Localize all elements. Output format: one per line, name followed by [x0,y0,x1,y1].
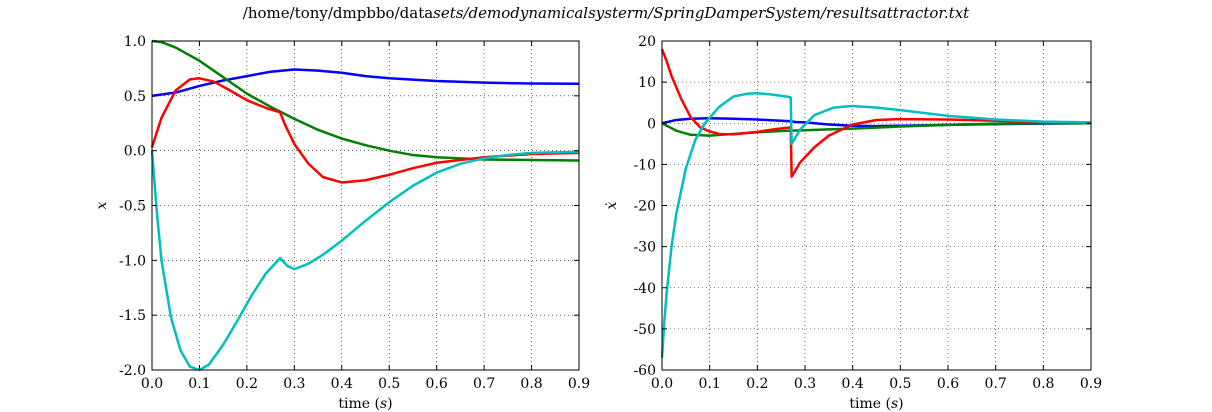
figure-title-main: /home/tony/dmpbbo/data [242,4,434,22]
y-tick-label: -10 [633,157,656,173]
x-tick-label: 0.0 [141,376,163,392]
x-tick-label: 0.4 [842,376,864,392]
y-tick-label: -20 [633,199,656,215]
figure-title-subscript: sets/demodynamicalsysterm/SpringDamperSy… [433,4,970,22]
y-tick-label: 10 [638,75,656,91]
y-tick-label: -30 [633,240,656,256]
y-tick-label: 0 [647,116,656,132]
series-line-1 [151,68,580,98]
x-tick-label: 0.5 [889,376,911,392]
y-tick-label: -40 [633,281,656,297]
y-tick-label: -2.0 [119,363,146,379]
series-line-3 [660,48,1092,178]
y-tick-label: 0.0 [124,144,146,160]
x-tick-label: 0.7 [985,376,1007,392]
x-tick-label: 0.6 [426,376,448,392]
chart-1: 0.0 0.1 0.2 0.3 0.4 0.5 0.6 0.7 0.8 0.91.00.50.0-… [94,34,590,412]
y-tick-label: -1.0 [119,253,146,269]
series-line-2 [151,39,580,162]
y-tick-label: -60 [633,363,656,379]
y-axis-label: x [94,201,110,209]
y-tick-label: -1.5 [119,308,146,324]
y-tick-label: 0.5 [124,89,146,105]
x-tick-label: 0.9 [568,376,590,392]
x-tick-label: 0.4 [331,376,353,392]
y-tick-label: 1.0 [124,34,146,50]
y-tick-label: -0.5 [119,199,146,215]
series-line-2 [661,122,1091,137]
x-tick-label: 0.2 [236,376,258,392]
x-tick-label: 0.9 [1080,376,1102,392]
series-line-3 [150,77,580,184]
series-line-4 [660,91,1092,358]
x-tick-label: 0.6 [937,376,959,392]
chart-2: 0.0 0.1 0.2 0.3 0.4 0.5 0.6 0.7 0.8 0.9 20 10 0 -10 -2… [604,34,1102,412]
x-tick-label: 0.3 [283,376,305,392]
x-tick-label: 0.7 [473,376,495,392]
y-axis-label: ẋ [604,201,620,209]
x-tick-label: 0.3 [794,376,816,392]
y-tick-label: -50 [633,322,656,338]
x-tick-label: 0.8 [1032,376,1054,392]
x-axis-label: time (s) [338,396,392,412]
x-tick-label: 0.8 [520,376,542,392]
x-tick-label: 0.0 [651,376,673,392]
figure-title: /home/tony/dmpbbo/datasets/demodynamical… [0,4,1212,22]
x-tick-label: 0.1 [699,376,721,392]
x-tick-label: 0.5 [378,376,400,392]
x-axis-label: time (s) [849,396,903,412]
series-line-4 [150,150,580,372]
x-tick-label: 0.2 [746,376,768,392]
x-tick-label: 0.1 [188,376,210,392]
y-tick-label: 20 [638,34,656,50]
